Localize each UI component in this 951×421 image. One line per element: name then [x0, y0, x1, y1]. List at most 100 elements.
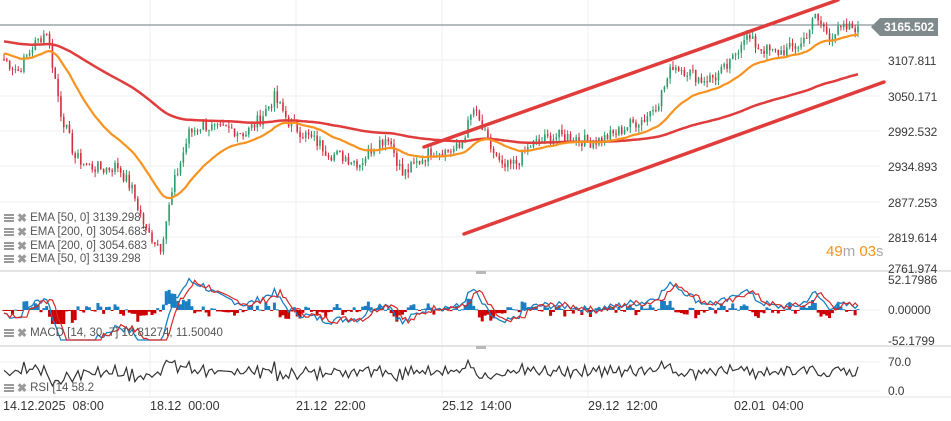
candle-body — [381, 140, 384, 146]
macd-histogram-bar — [845, 310, 849, 312]
candle-body — [609, 130, 612, 140]
candle-body — [259, 115, 261, 125]
settings-menu-icon[interactable] — [4, 255, 14, 263]
macd-histogram-bar — [432, 310, 436, 315]
candle-body — [626, 127, 629, 131]
macd-histogram-bar — [133, 310, 137, 314]
price-tick: 3107.811 — [888, 54, 937, 68]
candle-body — [649, 111, 651, 117]
candle-body — [85, 163, 88, 165]
candle-body — [145, 224, 148, 229]
macd-histogram-bar — [773, 310, 777, 311]
candle-body — [484, 129, 486, 131]
candle-body — [808, 29, 811, 39]
macd-histogram-bar — [788, 303, 792, 310]
price-tick: 2934.893 — [888, 160, 938, 174]
rsi-tick: 0.0 — [888, 384, 905, 398]
macd-histogram-bar — [742, 304, 746, 310]
legend-ema-200[interactable]: ✖ EMA [200, 0] 3054.683 — [4, 239, 147, 253]
candle-body — [657, 106, 660, 111]
candle-body — [65, 124, 68, 128]
macd-histogram-bar — [614, 310, 618, 313]
candle-body — [356, 160, 358, 168]
candle-body — [136, 198, 139, 210]
candle-body — [361, 163, 364, 165]
macd-histogram-bar — [808, 306, 812, 310]
macd-histogram-bar — [196, 310, 200, 312]
candle-body — [105, 167, 108, 173]
legend-macd[interactable]: ✖ MACD [14, 30, 7] 10.81274, 11.50040 — [4, 326, 223, 340]
macd-histogram-bar — [13, 309, 17, 311]
settings-menu-icon[interactable] — [4, 384, 14, 392]
legend-label: EMA [200, 0] 3054.683 — [30, 226, 148, 238]
macd-histogram-bar — [631, 308, 635, 310]
candle-body — [694, 69, 697, 83]
legend-rsi[interactable]: ✖ RSI [14 58.2 — [4, 381, 94, 395]
legend-ema-50[interactable]: ✖ EMA [50, 0] 3139.298 — [4, 211, 141, 225]
candle-body — [489, 137, 492, 149]
time-tick: 02.01 04:00 — [734, 399, 804, 413]
candle-body — [122, 172, 125, 182]
close-icon[interactable]: ✖ — [17, 225, 28, 239]
macd-histogram-bar — [19, 310, 23, 311]
candle-body — [632, 119, 634, 123]
close-icon[interactable]: ✖ — [17, 211, 28, 225]
candle-body — [191, 128, 193, 133]
macd-histogram-bar — [141, 310, 145, 316]
macd-histogram-bar — [70, 310, 74, 323]
settings-menu-icon[interactable] — [4, 329, 14, 337]
pane-resize-handle[interactable] — [476, 271, 486, 274]
close-icon[interactable]: ✖ — [17, 326, 28, 340]
close-icon[interactable]: ✖ — [17, 381, 28, 395]
candle-body — [450, 151, 452, 153]
macd-histogram-bar — [221, 310, 225, 312]
candle-body — [48, 33, 51, 45]
candle-body — [378, 140, 381, 150]
candle-body — [71, 133, 74, 154]
macd-histogram-bar — [762, 310, 766, 314]
candle-body — [347, 157, 350, 165]
macd-histogram-bar — [685, 310, 689, 315]
legend-ema-200[interactable]: ✖ EMA [200, 0] 3054.683 — [4, 225, 147, 239]
macd-histogram-bar — [819, 310, 823, 317]
candle-body — [6, 59, 8, 61]
close-icon[interactable]: ✖ — [17, 252, 28, 266]
candle-body — [324, 151, 327, 156]
legend-ema-50[interactable]: ✖ EMA [50, 0] 3139.298 — [4, 252, 141, 266]
macd-histogram-bar — [235, 310, 239, 314]
settings-menu-icon[interactable] — [4, 228, 14, 236]
macd-histogram-bar — [634, 310, 638, 316]
pane-resize-handle[interactable] — [476, 346, 486, 349]
candle-body — [680, 69, 683, 71]
macd-histogram-bar — [842, 309, 846, 311]
settings-menu-icon[interactable] — [4, 214, 14, 222]
candle-body — [840, 26, 842, 28]
macd-histogram-bar — [281, 310, 285, 316]
macd-histogram-bar — [682, 310, 686, 315]
macd-histogram-bar — [255, 305, 259, 310]
macd-histogram-bar — [335, 304, 339, 310]
candle-body — [319, 140, 321, 146]
close-icon[interactable]: ✖ — [17, 239, 28, 253]
settings-menu-icon[interactable] — [4, 242, 14, 250]
candle-body — [561, 129, 563, 135]
macd-histogram-bar — [304, 306, 308, 310]
macd-histogram-bar — [796, 310, 800, 311]
macd-histogram-bar — [309, 310, 313, 312]
candle-body — [185, 143, 187, 153]
macd-histogram-bar — [119, 310, 123, 314]
macd-histogram-bar — [327, 310, 331, 313]
candle-body — [3, 59, 5, 61]
candle-body — [498, 155, 501, 160]
macd-histogram-bar — [782, 310, 786, 311]
macd-histogram-bar — [597, 307, 601, 310]
trendline-channel-lower — [462, 80, 886, 236]
macd-histogram-bar — [623, 310, 627, 312]
candle-body — [820, 20, 822, 25]
candle-body — [615, 133, 617, 135]
candle-body — [586, 135, 589, 143]
macd-histogram-bar — [665, 305, 669, 310]
candle-body — [270, 106, 273, 108]
macd-histogram-bar — [688, 307, 692, 310]
